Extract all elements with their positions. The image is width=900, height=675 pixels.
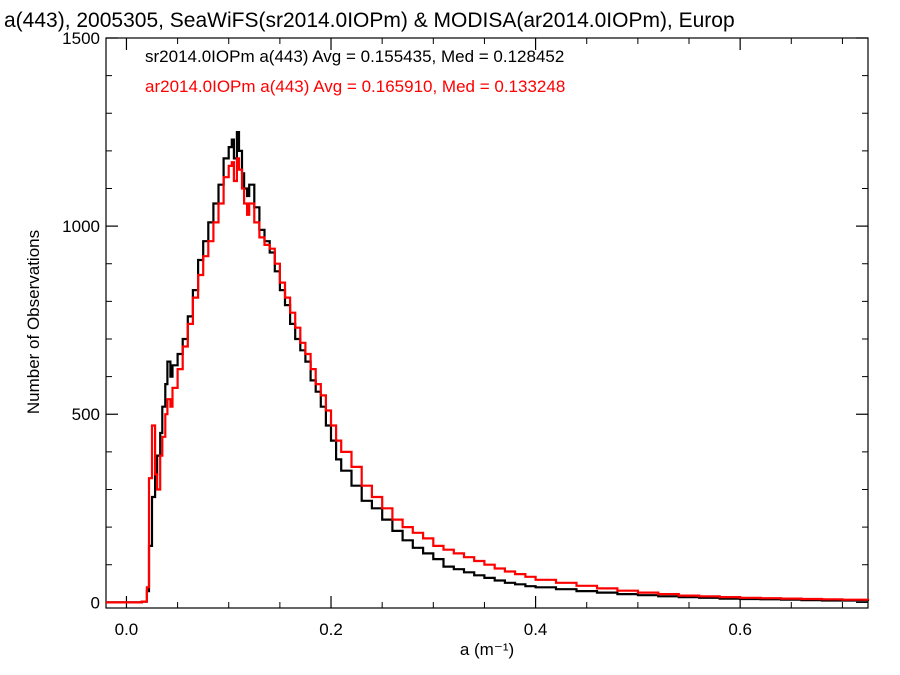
x-tick-label: 0.4: [524, 620, 548, 639]
plot-frame: [105, 37, 869, 609]
y-tick-label: 500: [72, 405, 100, 424]
x-tick-label: 0.6: [728, 620, 752, 639]
y-axis-label: Number of Observations: [24, 230, 43, 414]
series-layer: [106, 131, 870, 604]
x-axis: 0.0 0.2 0.4 0.6: [115, 38, 843, 639]
y-tick-label: 1500: [62, 29, 100, 48]
chart-title: a(443), 2005305, SeaWiFS(sr2014.0IOPm) &…: [4, 9, 735, 32]
y-tick-label: 0: [91, 593, 100, 612]
x-axis-label: a (m⁻¹): [460, 640, 514, 659]
legend-entry-ar2014: ar2014.0IOPm a(443) Avg = 0.165910, Med …: [145, 77, 565, 96]
x-tick-label: 0.2: [319, 620, 343, 639]
series-line-ar2014: [106, 157, 870, 604]
legend-entry-sr2014: sr2014.0IOPm a(443) Avg = 0.155435, Med …: [145, 47, 564, 66]
y-tick-label: 1000: [62, 217, 100, 236]
legend: sr2014.0IOPm a(443) Avg = 0.155435, Med …: [145, 47, 565, 96]
y-axis: 0 500 1000 1500: [62, 29, 868, 612]
x-tick-label: 0.0: [115, 620, 139, 639]
